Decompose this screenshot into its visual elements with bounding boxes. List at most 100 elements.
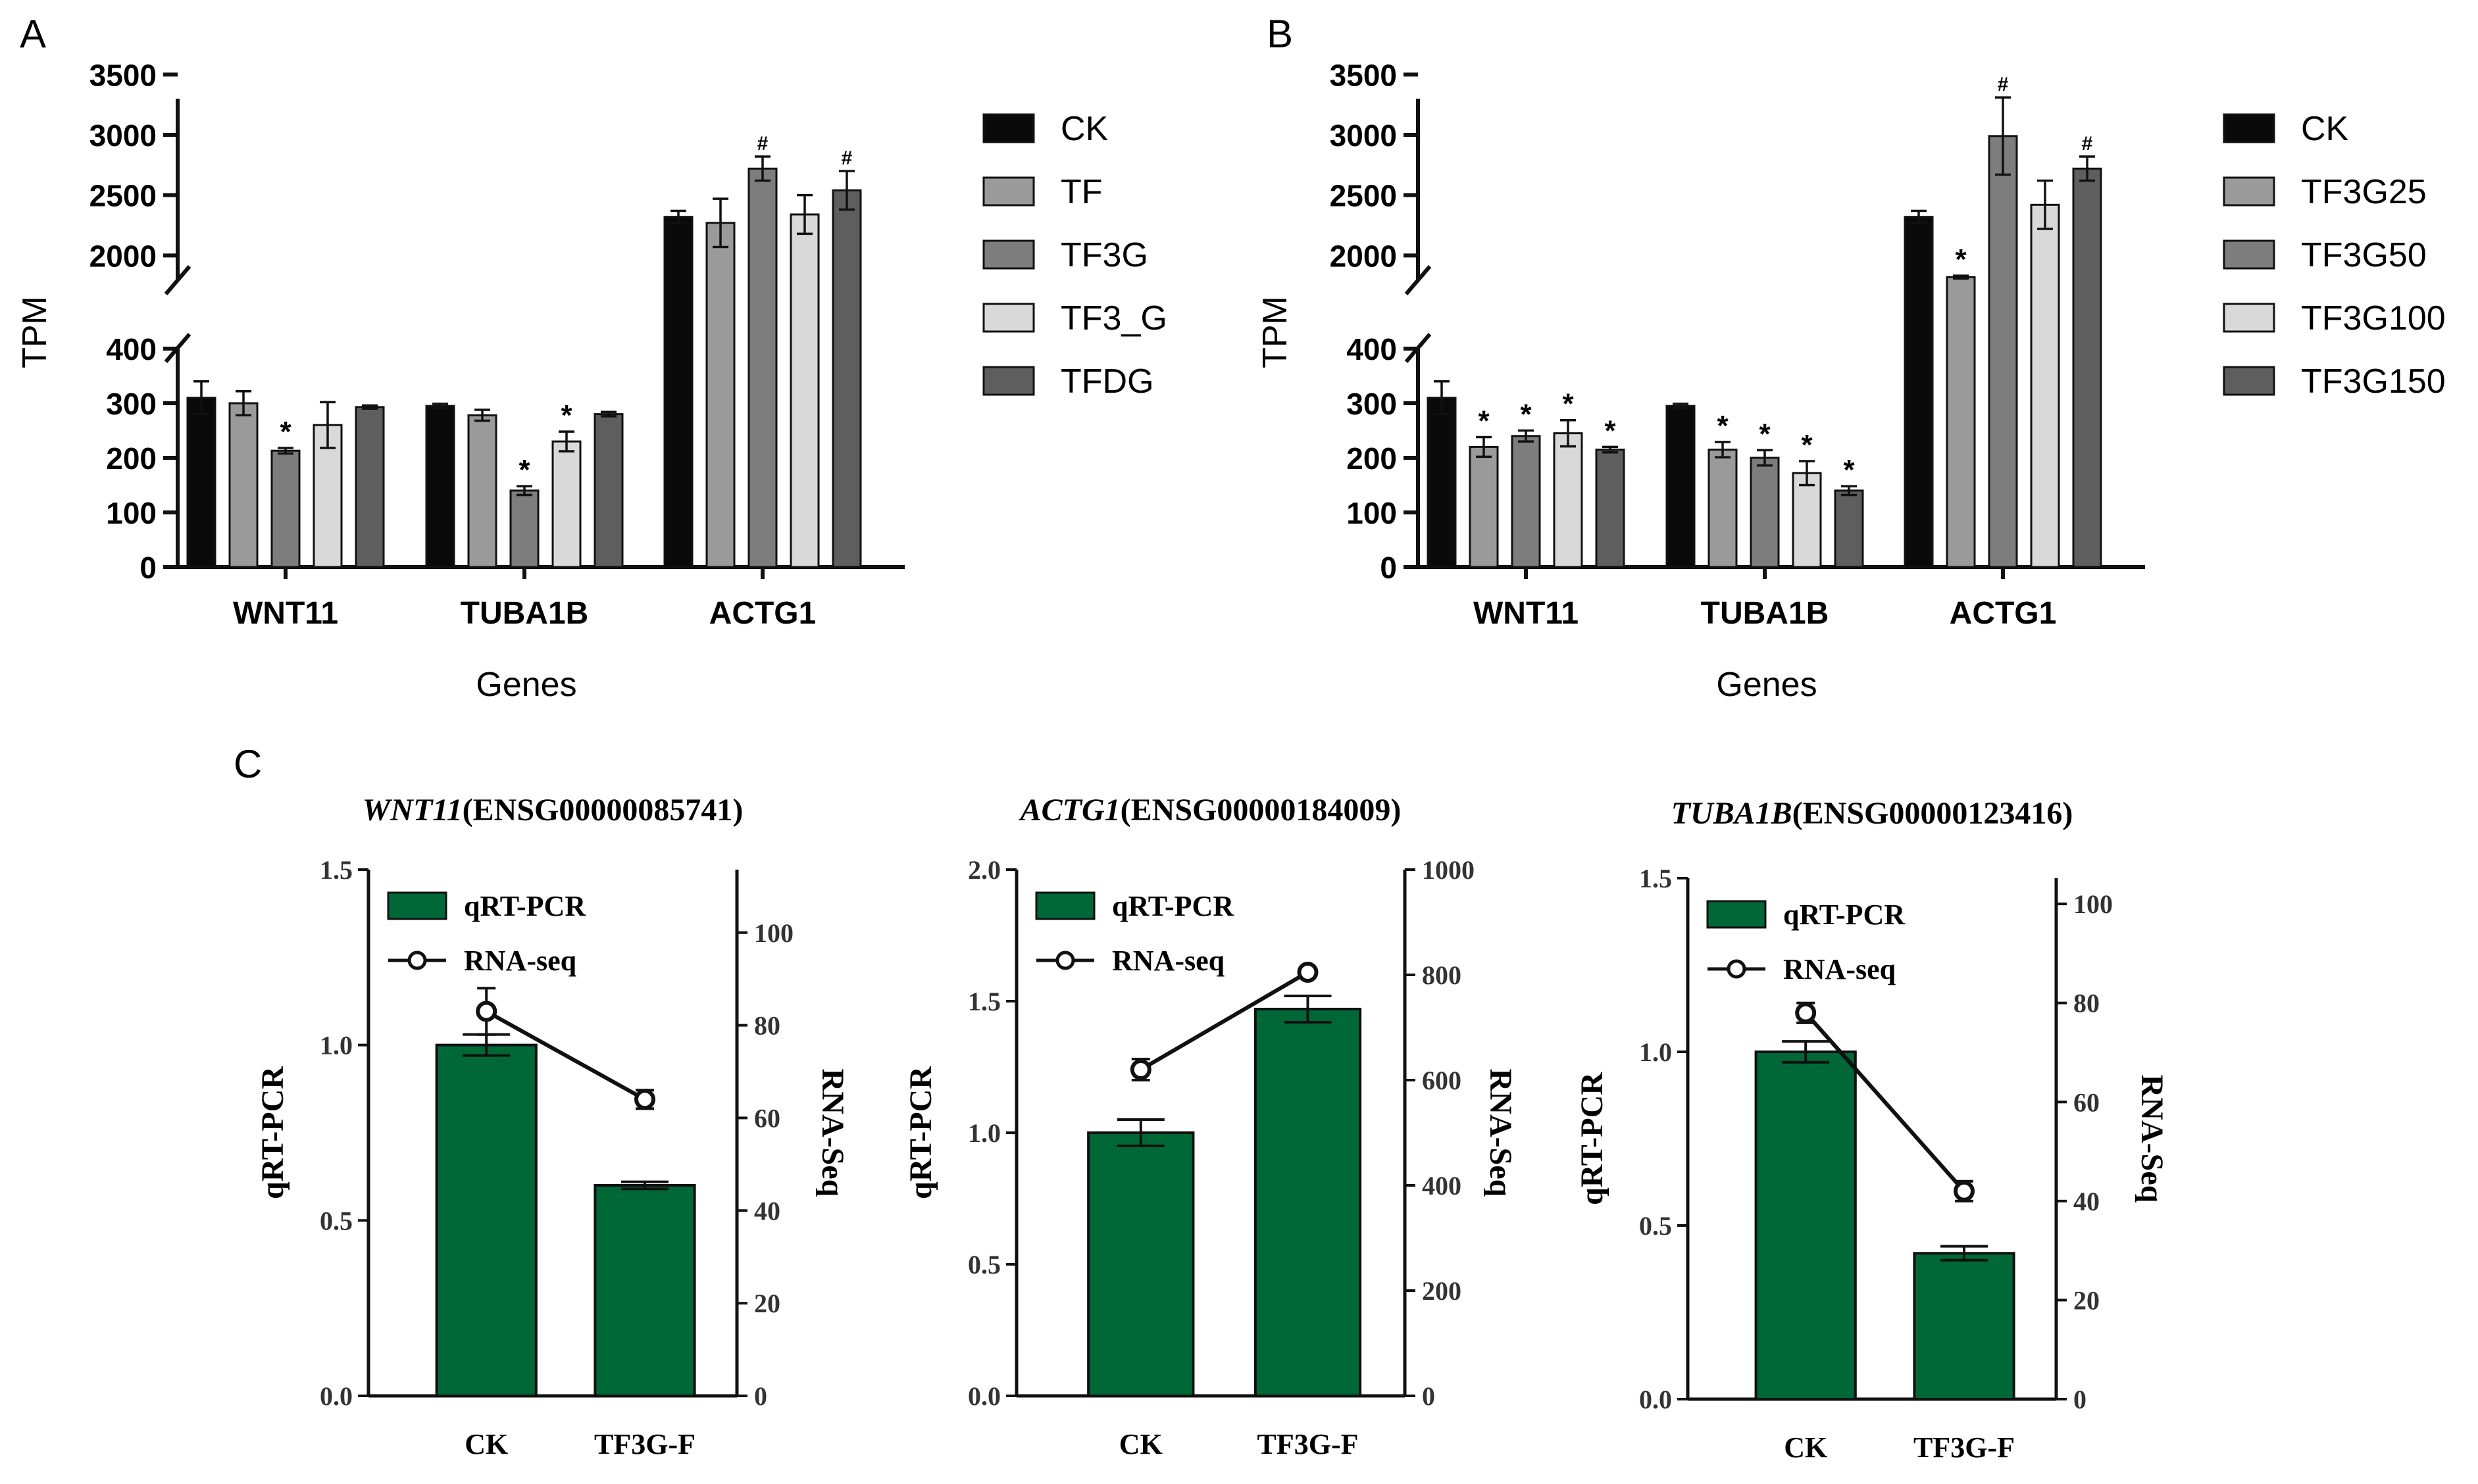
- left-y-tick-label: 0.0: [968, 1381, 1001, 1411]
- legend-label-tf3g25: TF3G25: [2301, 173, 2427, 211]
- legend-swatch-qrt-pcr: [1035, 891, 1096, 920]
- y-tick-label: 200: [1346, 441, 1397, 476]
- y-tick-label: 200: [106, 441, 157, 476]
- bar-tf-wnt11: [228, 402, 259, 568]
- legend-swatch-tf: [982, 176, 1035, 207]
- legend-label-rna-seq: RNA-seq: [1112, 945, 1225, 977]
- legend-label-qrt-pcr: qRT-PCR: [1112, 890, 1234, 922]
- legend-swatch-tf3g100: [2223, 303, 2275, 333]
- y-tick-label: 100: [1346, 496, 1397, 530]
- x-axis-label: Genes: [476, 666, 576, 704]
- rna-seq-line: [1804, 1011, 1966, 1193]
- legend-label-tf: TF: [1061, 173, 1103, 211]
- title-gene: WNT11: [363, 793, 463, 828]
- legend-swatch-tf3_g: [982, 303, 1035, 333]
- y-tick-label: 400: [1346, 332, 1397, 366]
- right-y-tick-label: 100: [754, 918, 794, 948]
- left-y-tick-label: 1.5: [968, 987, 1001, 1016]
- right-y-tick-label: 0: [2073, 1385, 2086, 1414]
- significance-mark: #: [2082, 133, 2093, 155]
- right-y-tick-label: 1000: [1422, 855, 1475, 885]
- right-y-axis-label: RNA-Seq: [2135, 1075, 2169, 1203]
- x-tick-label-wnt11: WNT11: [233, 596, 338, 631]
- bar-qrt-pcr-tf3g-f: [1253, 1008, 1362, 1397]
- x-tick-label-ck: CK: [1784, 1431, 1827, 1464]
- bar-tf-tuba1b: [467, 414, 497, 568]
- y-tick-label: 3000: [1330, 118, 1397, 153]
- left-y-tick-label: 2.0: [968, 855, 1001, 885]
- x-tick-label-actg1: ACTG1: [709, 596, 817, 631]
- bar-tf3g-tuba1b: [509, 489, 540, 568]
- right-y-tick-label: 800: [1422, 960, 1461, 990]
- right-y-tick-label: 400: [1422, 1171, 1461, 1200]
- axis-break-mark: [164, 265, 191, 295]
- right-y-tick-label: 0: [754, 1381, 767, 1411]
- bar-tfdg-actg1: [832, 189, 862, 568]
- legend-marker-rna-seq: [1055, 951, 1075, 970]
- x-axis-label: Genes: [1716, 666, 1817, 704]
- left-y-axis-label: qRT-PCR: [903, 1066, 938, 1199]
- bar-tf3g25-wnt11: [1469, 445, 1499, 568]
- chart-title: TUBA1B(ENSG00000123416): [1671, 796, 2073, 831]
- x-tick-label-tuba1b: TUBA1B: [1701, 596, 1829, 631]
- bar-tfdg-wnt11: [355, 406, 385, 568]
- chart-c-tuba1b: TUBA1B(ENSG00000123416) 0.0 0.5 1.0 1.5 0 20 40…: [1575, 796, 2169, 1464]
- y-tick-label: 400: [106, 332, 157, 366]
- significance-mark: *: [561, 399, 572, 432]
- bar-ck-actg1: [1904, 216, 1934, 568]
- legend-swatch-tf3g50: [2223, 239, 2275, 270]
- bar-tf3g50-actg1: [1988, 135, 2018, 568]
- bar-qrt-pcr-ck: [435, 1043, 538, 1397]
- legend-label-tfdg: TFDG: [1061, 362, 1154, 401]
- right-y-axis-label: RNA-Seq: [815, 1069, 850, 1197]
- bar-tf3g25-actg1: [1946, 276, 1976, 568]
- panel-label-c: C: [234, 742, 262, 786]
- bar-tf3_g-tuba1b: [551, 440, 582, 568]
- rna-seq-point-tf3g-f: [1297, 962, 1319, 983]
- y-axis-label: TPM: [1256, 296, 1294, 368]
- panel-label-a: A: [20, 12, 46, 56]
- title-gene-id: (ENSG00000085741): [463, 793, 744, 828]
- legend-swatch-ck: [982, 113, 1035, 143]
- bar-qrt-pcr-ck: [1087, 1131, 1195, 1397]
- right-y-axis-label: RNA-Seq: [1483, 1069, 1518, 1197]
- significance-mark: *: [1604, 414, 1616, 447]
- bar-tf3g50-tuba1b: [1750, 457, 1780, 568]
- right-y-tick-label: 40: [754, 1196, 780, 1225]
- left-y-tick-label: 1.0: [1639, 1037, 1672, 1067]
- significance-mark: *: [518, 454, 530, 486]
- significance-mark: *: [1520, 399, 1532, 431]
- right-y-tick-label: 60: [2073, 1087, 2100, 1117]
- legend-label-rna-seq: RNA-seq: [1783, 953, 1896, 985]
- y-axis-label: TPM: [16, 296, 54, 368]
- chart-title: ACTG1(ENSG00000184009): [1019, 793, 1402, 828]
- significance-mark: *: [1801, 429, 1813, 461]
- right-y-tick-label: 0: [1422, 1381, 1435, 1411]
- left-y-axis-label: qRT-PCR: [1575, 1072, 1609, 1205]
- bar-tf3g150-actg1: [2072, 167, 2102, 568]
- rna-seq-point-tf3g-f: [634, 1089, 655, 1110]
- bar-tf3_g-actg1: [790, 213, 820, 568]
- bar-ck-tuba1b: [1665, 405, 1696, 568]
- left-y-tick-label: 1.5: [320, 855, 353, 885]
- right-y-tick-label: 20: [754, 1289, 780, 1318]
- y-tick-label: 2500: [1330, 179, 1397, 213]
- legend-marker-rna-seq: [1727, 959, 1746, 979]
- y-tick-label: 0: [139, 551, 157, 585]
- legend-swatch-tfdg: [982, 366, 1035, 396]
- left-y-tick-label: 0.5: [320, 1206, 353, 1235]
- legend-label-ck: CK: [1061, 110, 1109, 148]
- legend-label-tf3g100: TF3G100: [2301, 299, 2446, 337]
- significance-mark: *: [1478, 405, 1490, 437]
- legend-swatch-tf3g25: [2223, 176, 2275, 207]
- bar-tf-actg1: [705, 222, 736, 568]
- right-y-tick-label: 60: [754, 1103, 780, 1133]
- y-tick-label: 2500: [89, 179, 157, 213]
- bar-ck-wnt11: [186, 397, 216, 568]
- y-tick-label: 100: [106, 496, 157, 530]
- x-tick-label-tf3g-f: TF3G-F: [1257, 1428, 1359, 1460]
- legend-label-qrt-pcr: qRT-PCR: [464, 890, 586, 922]
- x-tick-label-tf3g-f: TF3G-F: [594, 1428, 695, 1460]
- bar-tf3g150-wnt11: [1595, 449, 1625, 568]
